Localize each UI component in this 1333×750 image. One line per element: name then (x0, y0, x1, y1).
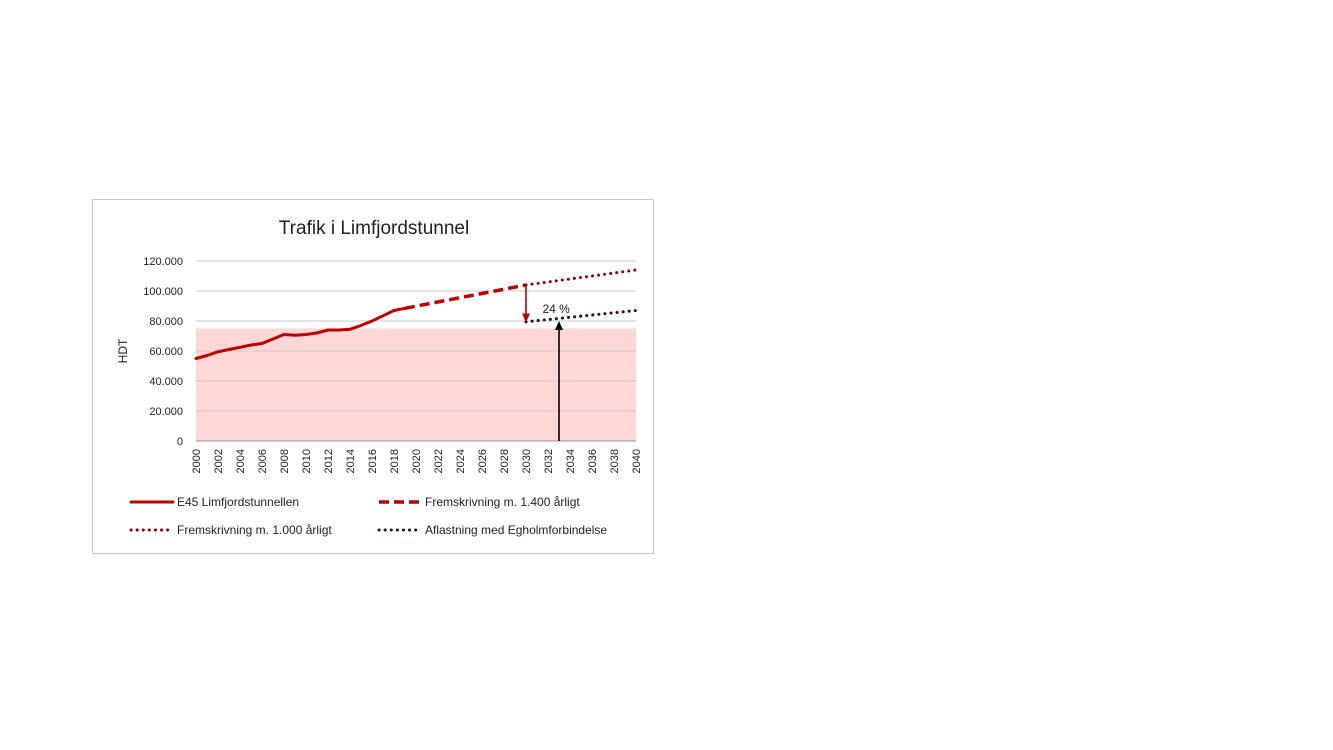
x-tick-label: 2034 (565, 449, 577, 473)
y-tick-label: 20.000 (149, 406, 183, 418)
y-tick-label: 0 (177, 436, 183, 448)
x-tick-label: 2010 (301, 449, 313, 473)
x-tick-label: 2036 (587, 449, 599, 473)
legend-label: Aflastning med Egholmforbindelse (425, 523, 607, 537)
y-tick-label: 60.000 (149, 346, 183, 358)
x-tick-label: 2026 (477, 449, 489, 473)
x-tick-label: 2000 (191, 449, 203, 473)
x-tick-label: 2028 (499, 449, 511, 473)
y-tick-label: 120.000 (143, 256, 183, 268)
annotation-arrow-head (522, 313, 530, 323)
x-tick-label: 2016 (367, 449, 379, 473)
y-axis-title: HDT (116, 338, 130, 363)
chart-container: Trafik i Limfjordstunnel 0 20.000 40.000 60… (92, 199, 654, 554)
chart-svg: Trafik i Limfjordstunnel 0 20.000 40.000 60… (116, 218, 643, 537)
x-tick-label: 2006 (257, 449, 269, 473)
x-tick-label: 2008 (279, 449, 291, 473)
chart-title: Trafik i Limfjordstunnel (279, 218, 469, 239)
annotation-arrow-head (555, 321, 563, 330)
x-tick-label: 2038 (609, 449, 621, 473)
capacity-band (196, 328, 636, 441)
x-tick-label: 2040 (631, 449, 643, 473)
series-line-2 (404, 283, 527, 311)
x-tick-label: 2022 (433, 449, 445, 473)
y-tick-label: 100.000 (143, 286, 183, 298)
y-tick-label: 40.000 (149, 376, 183, 388)
x-tick-label: 2024 (455, 449, 467, 473)
legend-label: Fremskrivning m. 1.000 årligt (177, 523, 332, 537)
x-tick-label: 2012 (323, 449, 335, 473)
x-tick-label: 2004 (235, 449, 247, 473)
x-tick-label: 2020 (411, 449, 423, 473)
legend-label: E45 Limfjordstunnellen (177, 495, 299, 509)
x-tick-label: 2030 (521, 449, 533, 473)
annotation-label: 24 % (543, 302, 571, 316)
y-tick-label: 80.000 (149, 316, 183, 328)
x-tick-label: 2018 (389, 449, 401, 473)
legend-label: Fremskrivning m. 1.400 årligt (425, 495, 580, 509)
x-tick-label: 2032 (543, 449, 555, 473)
x-tick-label: 2014 (345, 449, 357, 473)
series-line-4 (524, 309, 638, 324)
x-tick-label: 2002 (213, 449, 225, 473)
series-line-1 (194, 306, 407, 360)
series-line-3 (524, 268, 638, 287)
